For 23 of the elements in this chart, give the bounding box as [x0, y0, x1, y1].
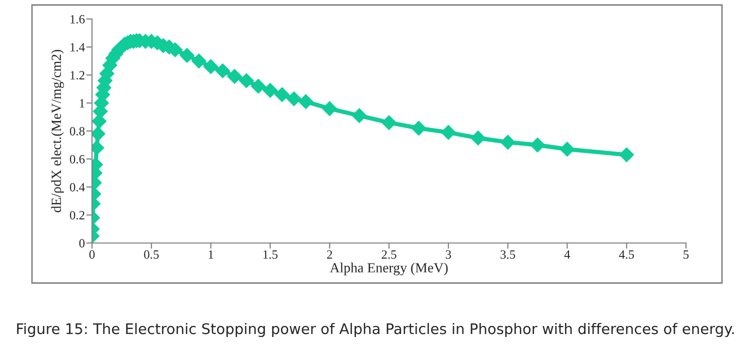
y-tick-label: 1 [80, 99, 84, 108]
x-tick-label: 4 [564, 250, 570, 259]
y-tick-label: 0 [79, 239, 85, 248]
x-tick-label: 4.5 [619, 250, 634, 259]
y-tick-label: 0.2 [70, 211, 84, 220]
x-tick-label: 2 [327, 250, 332, 259]
y-axis-title: dE/ρdX elect.(MeV/mg/cm2) [51, 50, 64, 212]
y-tick-label: 1.2 [70, 71, 84, 80]
y-tick-label: 1.6 [70, 15, 85, 24]
x-tick-label: 2.5 [382, 250, 396, 259]
x-axis-title: Alpha Energy (MeV) [330, 262, 448, 276]
y-tick-label: 0.8 [70, 127, 85, 136]
text: Figure 15: The Electronic Stopping power of Alpha Particles in Phosphor with differences of energy. [17, 322, 734, 338]
x-tick-label: 0.5 [144, 250, 159, 259]
y-tick-label: 0.4 [70, 183, 85, 192]
x-tick-label: 3.5 [500, 250, 516, 259]
y-tick-label: 1.4 [70, 43, 85, 52]
x-tick-label: 3 [446, 250, 452, 259]
x-tick-label: 5 [684, 250, 689, 259]
x-tick-label: 1 [208, 250, 214, 259]
y-tick-label: 0.6 [70, 155, 85, 164]
x-tick-label: 1.5 [263, 250, 278, 259]
x-tick-label: 0 [89, 250, 95, 259]
